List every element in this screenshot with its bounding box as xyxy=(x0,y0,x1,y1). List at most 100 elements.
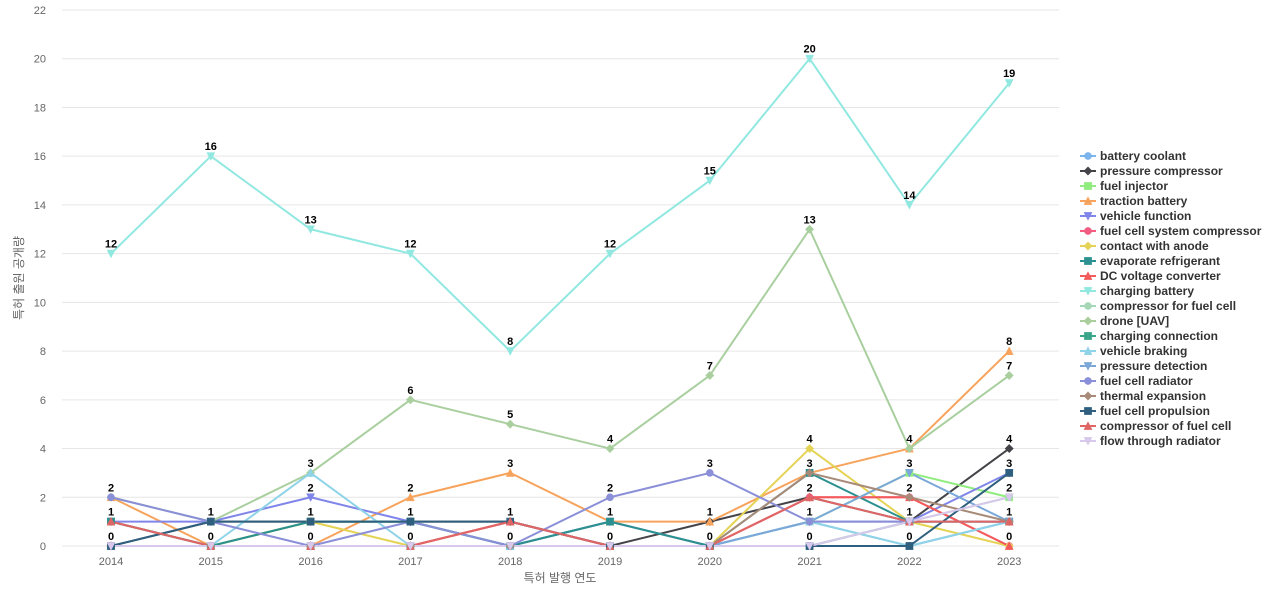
data-label: 0 xyxy=(807,531,813,543)
data-label: 20 xyxy=(803,44,815,56)
series-line xyxy=(110,496,1011,547)
data-label: 1 xyxy=(906,507,912,519)
data-point xyxy=(805,542,815,551)
y-tick-label: 14 xyxy=(34,200,46,212)
data-point xyxy=(405,542,415,551)
data-label: 3 xyxy=(507,458,513,470)
data-point xyxy=(1004,346,1014,355)
data-point xyxy=(306,517,315,526)
data-label: 1 xyxy=(308,507,314,519)
data-point xyxy=(505,419,515,429)
legend-item[interactable]: flow through radiator xyxy=(1080,434,1221,448)
data-label: 3 xyxy=(308,458,314,470)
data-point xyxy=(505,468,515,477)
y-tick-label: 10 xyxy=(34,297,46,309)
series-line xyxy=(110,471,1011,547)
y-tick-label: 8 xyxy=(40,346,46,358)
y-axis-title: 특허 출원 공개량 xyxy=(12,236,26,320)
data-point xyxy=(505,516,515,526)
legend-marker-icon xyxy=(1083,166,1093,176)
data-label: 1 xyxy=(707,507,713,519)
legend-marker-icon xyxy=(1083,346,1093,355)
legend-label: drone [UAV] xyxy=(1100,314,1169,328)
legend-item[interactable]: pressure compressor xyxy=(1080,164,1223,178)
x-tick-label: 2022 xyxy=(897,556,921,568)
data-point xyxy=(306,225,316,235)
data-label: 7 xyxy=(1006,360,1012,372)
data-label: 4 xyxy=(1006,434,1013,446)
legend-item[interactable]: contact with anode xyxy=(1080,239,1209,253)
legend-item[interactable]: charging battery xyxy=(1080,284,1194,298)
legend-item[interactable]: battery coolant xyxy=(1080,149,1186,163)
data-point xyxy=(1004,79,1014,88)
data-label: 0 xyxy=(308,531,314,543)
data-point xyxy=(206,542,216,551)
data-label: 4 xyxy=(906,434,913,446)
legend-item[interactable]: evaporate refrigerant xyxy=(1080,254,1220,268)
x-tick-label: 2023 xyxy=(997,556,1021,568)
data-label: 16 xyxy=(205,141,217,153)
data-label: 1 xyxy=(807,507,813,519)
data-point xyxy=(1004,541,1014,550)
series-line xyxy=(110,471,1011,547)
series-line xyxy=(110,471,1011,547)
data-point xyxy=(1004,370,1014,381)
data-point xyxy=(405,395,415,405)
legend-marker-icon xyxy=(1083,196,1093,205)
legend-item[interactable]: fuel injector xyxy=(1080,179,1168,193)
series-line xyxy=(110,471,1011,547)
data-label: 5 xyxy=(507,409,513,421)
data-point xyxy=(306,542,316,551)
x-axis-title: 특허 발행 연도 xyxy=(524,570,597,585)
series-line xyxy=(110,471,1011,547)
y-tick-label: 18 xyxy=(34,102,46,114)
series-line xyxy=(110,471,1011,547)
data-label: 12 xyxy=(404,239,416,251)
legend-marker-icon xyxy=(1084,332,1092,340)
data-point xyxy=(606,493,614,502)
legend-marker-icon xyxy=(1084,377,1092,385)
legend-item[interactable]: compressor of fuel cell xyxy=(1080,419,1231,433)
x-tick-label: 2014 xyxy=(99,556,123,568)
legend-marker-icon xyxy=(1083,437,1093,446)
legend-marker-icon xyxy=(1084,407,1092,415)
data-label: 1 xyxy=(507,507,513,519)
legend-label: flow through radiator xyxy=(1100,434,1221,448)
legend-label: fuel cell radiator xyxy=(1100,374,1193,388)
data-point xyxy=(206,517,215,526)
legend-item[interactable]: compressor for fuel cell xyxy=(1080,299,1236,313)
legend-marker-icon xyxy=(1084,152,1092,160)
data-label: 0 xyxy=(607,531,613,543)
x-tick-label: 2016 xyxy=(298,556,322,568)
data-point xyxy=(904,201,914,210)
x-axis-ticks: 2014 2015 2016 2017 2018 2019 2020 2021 2022 2023 xyxy=(99,556,1022,568)
data-point xyxy=(306,493,316,503)
legend-item[interactable]: DC voltage converter xyxy=(1080,269,1221,283)
series-line xyxy=(110,471,1011,547)
legend-item[interactable]: pressure detection xyxy=(1080,359,1207,373)
y-axis-ticks: 0 2 4 6 8 10 12 14 16 18 20 22 xyxy=(34,5,46,553)
legend-item[interactable]: drone [UAV] xyxy=(1080,314,1169,328)
data-point xyxy=(1004,516,1014,526)
legend-item[interactable]: traction battery xyxy=(1080,194,1188,208)
legend-marker-icon xyxy=(1084,227,1092,235)
legend-item[interactable]: fuel cell radiator xyxy=(1080,374,1193,388)
data-point xyxy=(905,542,914,550)
legend-item[interactable]: vehicle braking xyxy=(1080,344,1187,358)
data-point xyxy=(106,516,116,526)
legend-item[interactable]: fuel cell system compressor xyxy=(1080,224,1262,238)
y-tick-label: 6 xyxy=(40,395,46,407)
data-label: 8 xyxy=(507,336,513,348)
legend-marker-icon xyxy=(1083,421,1093,430)
legend-item[interactable]: charging connection xyxy=(1080,329,1218,343)
data-point xyxy=(605,249,615,259)
legend-item[interactable]: fuel cell propulsion xyxy=(1080,404,1210,418)
legend-label: thermal expansion xyxy=(1100,389,1206,403)
y-tick-label: 22 xyxy=(34,5,46,17)
data-label: 12 xyxy=(604,239,616,251)
legend-item[interactable]: vehicle function xyxy=(1080,209,1191,223)
data-point xyxy=(705,370,715,381)
legend-item[interactable]: thermal expansion xyxy=(1080,389,1206,403)
